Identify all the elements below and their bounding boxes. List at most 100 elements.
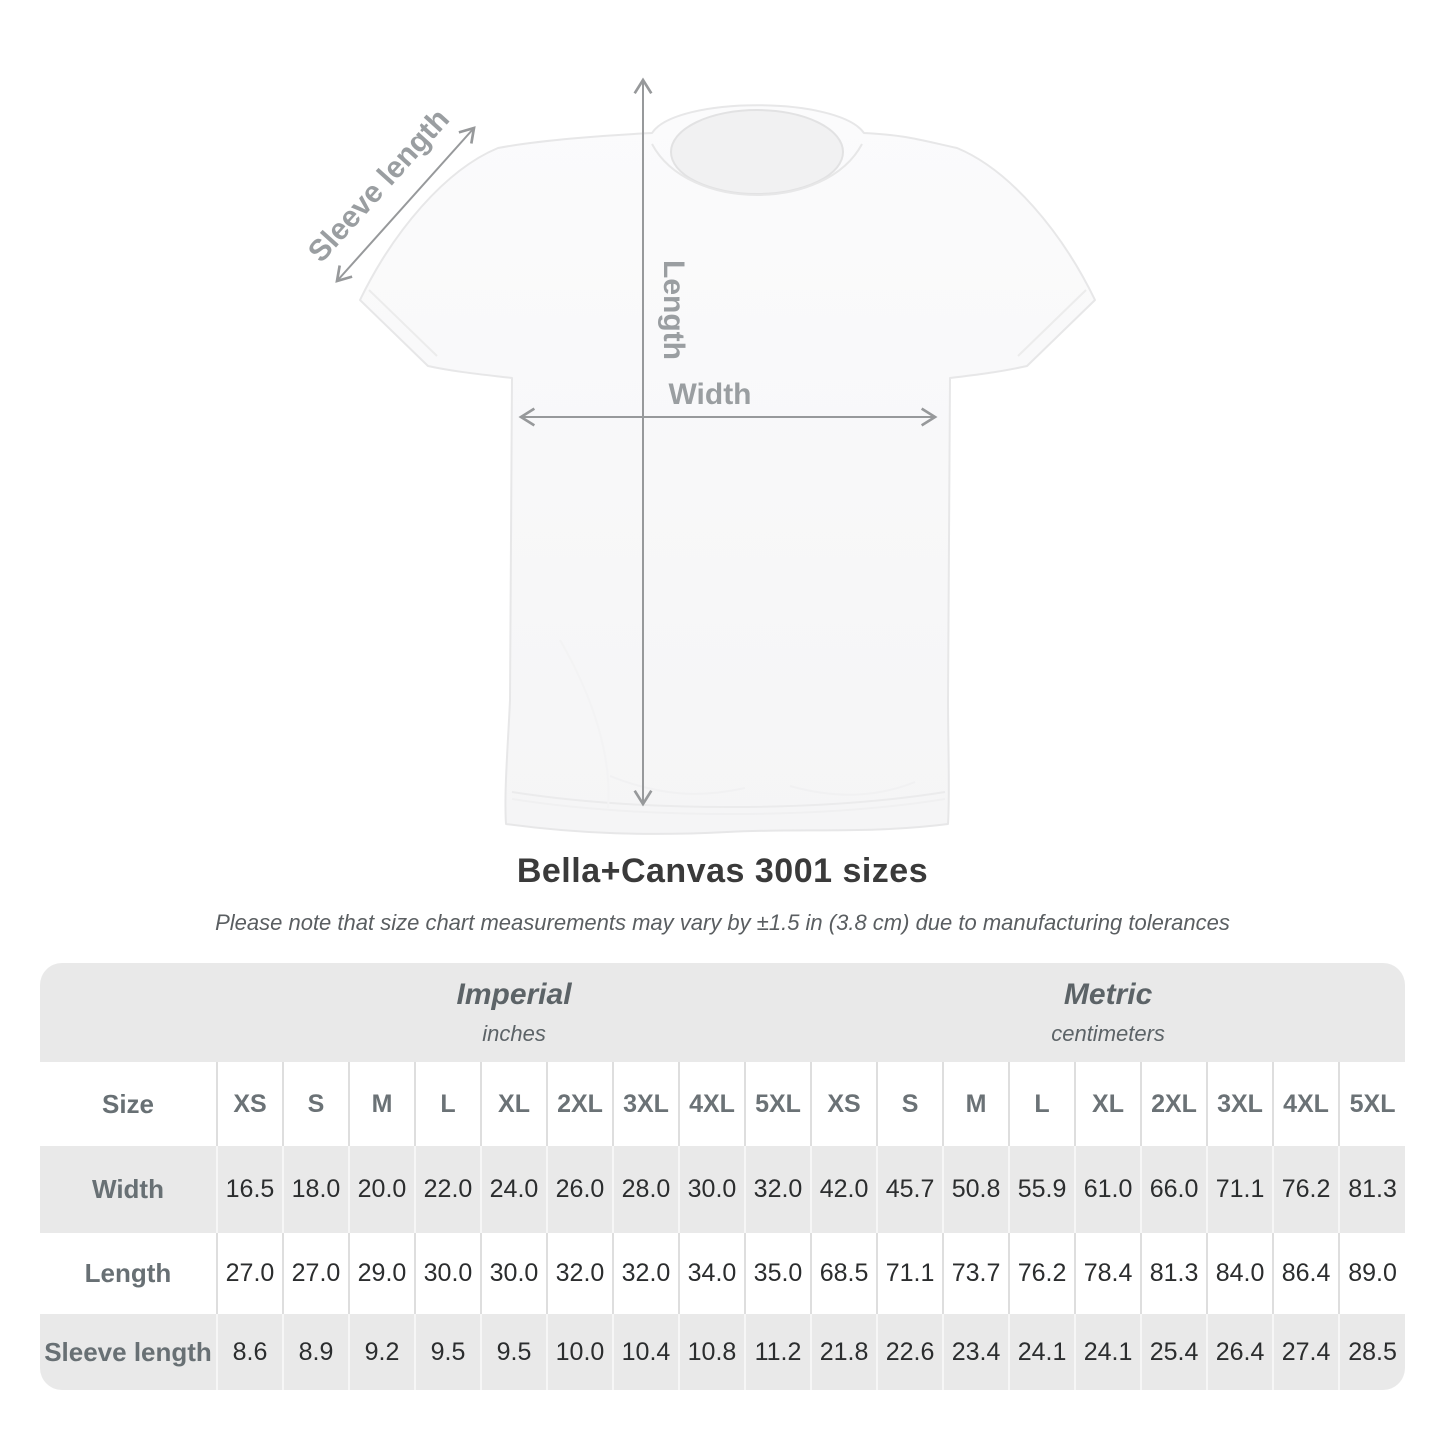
value-cell-metric-width-4xl: 76.2 — [1272, 1146, 1340, 1233]
measurement-row-length: Length 27.0 27.0 29.0 30.0 30.0 32.0 32.0 34.0 35… — [40, 1233, 1405, 1314]
value-cell-metric-sleeve-length-4xl: 27.4 — [1272, 1314, 1340, 1390]
size-col-imperial-4xl: 4XL — [678, 1062, 745, 1146]
value-cell-imperial-length-xl: 30.0 — [480, 1233, 547, 1314]
collar-opening — [670, 109, 844, 195]
value-cell-metric-width-3xl: 71.1 — [1206, 1146, 1274, 1233]
value-cell-metric-length-2xl: 81.3 — [1140, 1233, 1208, 1314]
size-col-imperial-5xl: 5XL — [743, 1062, 812, 1146]
value-cell-imperial-length-5xl: 35.0 — [743, 1233, 812, 1314]
measurement-row-sleeve-length: Sleeve length 8.6 8.9 9.2 9.5 9.5 10.0 10.4 10.8… — [40, 1314, 1405, 1390]
value-cell-metric-width-5xl: 81.3 — [1338, 1146, 1405, 1233]
value-cell-metric-length-l: 76.2 — [1008, 1233, 1076, 1314]
value-cell-imperial-length-s: 27.0 — [282, 1233, 349, 1314]
value-cell-imperial-sleeve-length-l: 9.5 — [414, 1314, 481, 1390]
size-col-imperial-xl: XL — [480, 1062, 547, 1146]
value-cell-imperial-width-3xl: 28.0 — [612, 1146, 679, 1233]
imperial-unit-header: Imperial inches — [217, 963, 812, 1062]
value-cell-metric-sleeve-length-5xl: 28.5 — [1338, 1314, 1405, 1390]
size-col-metric-l: L — [1008, 1062, 1076, 1146]
value-cell-metric-sleeve-length-m: 23.4 — [942, 1314, 1010, 1390]
row-label-length: Length — [84, 1258, 172, 1288]
value-cell-imperial-length-l: 30.0 — [414, 1233, 481, 1314]
size-col-metric-5xl: 5XL — [1338, 1062, 1405, 1146]
value-cell-imperial-width-xl: 24.0 — [480, 1146, 547, 1233]
imperial-label: Imperial — [456, 978, 572, 1011]
size-col-imperial-m: M — [348, 1062, 415, 1146]
units-header-row: Imperial inches Metric centimeters — [40, 963, 1405, 1062]
value-cell-metric-sleeve-length-3xl: 26.4 — [1206, 1314, 1274, 1390]
measurement-row-width: Width 16.5 18.0 20.0 22.0 24.0 26.0 28.0 30.0 32.… — [40, 1146, 1405, 1233]
size-row-label: Size — [101, 1088, 155, 1119]
value-cell-metric-sleeve-length-xs: 21.8 — [810, 1314, 878, 1390]
measurement-arrows — [335, 77, 938, 807]
size-col-metric-3xl: 3XL — [1206, 1062, 1274, 1146]
value-cell-imperial-sleeve-length-4xl: 10.8 — [678, 1314, 745, 1390]
value-cell-metric-sleeve-length-2xl: 25.4 — [1140, 1314, 1208, 1390]
value-cell-metric-width-m: 50.8 — [942, 1146, 1010, 1233]
value-cell-metric-sleeve-length-l: 24.1 — [1008, 1314, 1076, 1390]
value-cell-imperial-sleeve-length-s: 8.9 — [282, 1314, 349, 1390]
value-cell-imperial-width-s: 18.0 — [282, 1146, 349, 1233]
size-col-imperial-l: L — [414, 1062, 481, 1146]
value-cell-imperial-width-2xl: 26.0 — [546, 1146, 613, 1233]
value-cell-metric-width-xs: 42.0 — [810, 1146, 878, 1233]
value-cell-imperial-sleeve-length-xl: 9.5 — [480, 1314, 547, 1390]
value-cell-imperial-sleeve-length-m: 9.2 — [348, 1314, 415, 1390]
value-cell-metric-sleeve-length-xl: 24.1 — [1074, 1314, 1142, 1390]
metric-label: Metric — [1063, 978, 1153, 1011]
sleeve-length-arrow — [335, 126, 476, 283]
size-col-imperial-3xl: 3XL — [612, 1062, 679, 1146]
size-col-metric-xl: XL — [1074, 1062, 1142, 1146]
value-cell-imperial-length-xs: 27.0 — [216, 1233, 283, 1314]
size-tolerance-note: Please note that size chart measurements… — [215, 910, 1230, 935]
metric-unit: centimeters — [1051, 1021, 1165, 1046]
row-label-sleeve-length: Sleeve length — [44, 1336, 212, 1367]
size-col-imperial-s: S — [282, 1062, 349, 1146]
value-cell-metric-length-xs: 68.5 — [810, 1233, 878, 1314]
value-cell-metric-length-3xl: 84.0 — [1206, 1233, 1274, 1314]
value-cell-metric-width-s: 45.7 — [876, 1146, 944, 1233]
value-cell-metric-length-4xl: 86.4 — [1272, 1233, 1340, 1314]
sizes-header-row: Size XS S M L XL 2XL 3XL 4XL 5XL XS S M L XL 2XL 3XL 4XL… — [40, 1062, 1405, 1146]
size-col-metric-s: S — [876, 1062, 944, 1146]
tshirt-measurement-diagram: Sleeve length Length Width — [302, 77, 1096, 835]
size-chart: Imperial inches Metric centimeters Size … — [40, 963, 1405, 1390]
size-col-imperial-2xl: 2XL — [546, 1062, 613, 1146]
value-cell-metric-length-5xl: 89.0 — [1338, 1233, 1405, 1314]
size-col-metric-4xl: 4XL — [1272, 1062, 1340, 1146]
size-col-metric-2xl: 2XL — [1140, 1062, 1208, 1146]
row-label-width: Width — [92, 1174, 164, 1204]
value-cell-metric-length-s: 71.1 — [876, 1233, 944, 1314]
value-cell-imperial-length-2xl: 32.0 — [546, 1233, 613, 1314]
length-label: Length — [657, 260, 690, 360]
imperial-unit: inches — [482, 1021, 546, 1046]
value-cell-metric-length-xl: 78.4 — [1074, 1233, 1142, 1314]
width-label: Width — [668, 378, 751, 411]
tshirt-illustration — [359, 104, 1096, 835]
value-cell-imperial-length-m: 29.0 — [348, 1233, 415, 1314]
value-cell-imperial-width-m: 20.0 — [348, 1146, 415, 1233]
value-cell-imperial-width-l: 22.0 — [414, 1146, 481, 1233]
value-cell-imperial-sleeve-length-2xl: 10.0 — [546, 1314, 613, 1390]
value-cell-imperial-width-xs: 16.5 — [216, 1146, 283, 1233]
size-col-metric-m: M — [942, 1062, 1010, 1146]
value-cell-imperial-sleeve-length-3xl: 10.4 — [612, 1314, 679, 1390]
value-cell-imperial-length-4xl: 34.0 — [678, 1233, 745, 1314]
value-cell-metric-sleeve-length-s: 22.6 — [876, 1314, 944, 1390]
size-col-metric-xs: XS — [810, 1062, 878, 1146]
page-title: Bella+Canvas 3001 sizes — [516, 852, 929, 890]
value-cell-imperial-sleeve-length-5xl: 11.2 — [743, 1314, 812, 1390]
value-cell-metric-length-m: 73.7 — [942, 1233, 1010, 1314]
size-col-imperial-xs: XS — [216, 1062, 283, 1146]
size-chart-table: Imperial inches Metric centimeters Size … — [40, 963, 1405, 1390]
units-corner-cell — [40, 963, 217, 1062]
value-cell-imperial-width-5xl: 32.0 — [743, 1146, 812, 1233]
value-cell-imperial-length-3xl: 32.0 — [612, 1233, 679, 1314]
value-cell-imperial-width-4xl: 30.0 — [678, 1146, 745, 1233]
metric-unit-header: Metric centimeters — [811, 963, 1405, 1062]
value-cell-metric-width-l: 55.9 — [1008, 1146, 1076, 1233]
value-cell-imperial-sleeve-length-xs: 8.6 — [216, 1314, 283, 1390]
value-cell-metric-width-2xl: 66.0 — [1140, 1146, 1208, 1233]
value-cell-metric-width-xl: 61.0 — [1074, 1146, 1142, 1233]
